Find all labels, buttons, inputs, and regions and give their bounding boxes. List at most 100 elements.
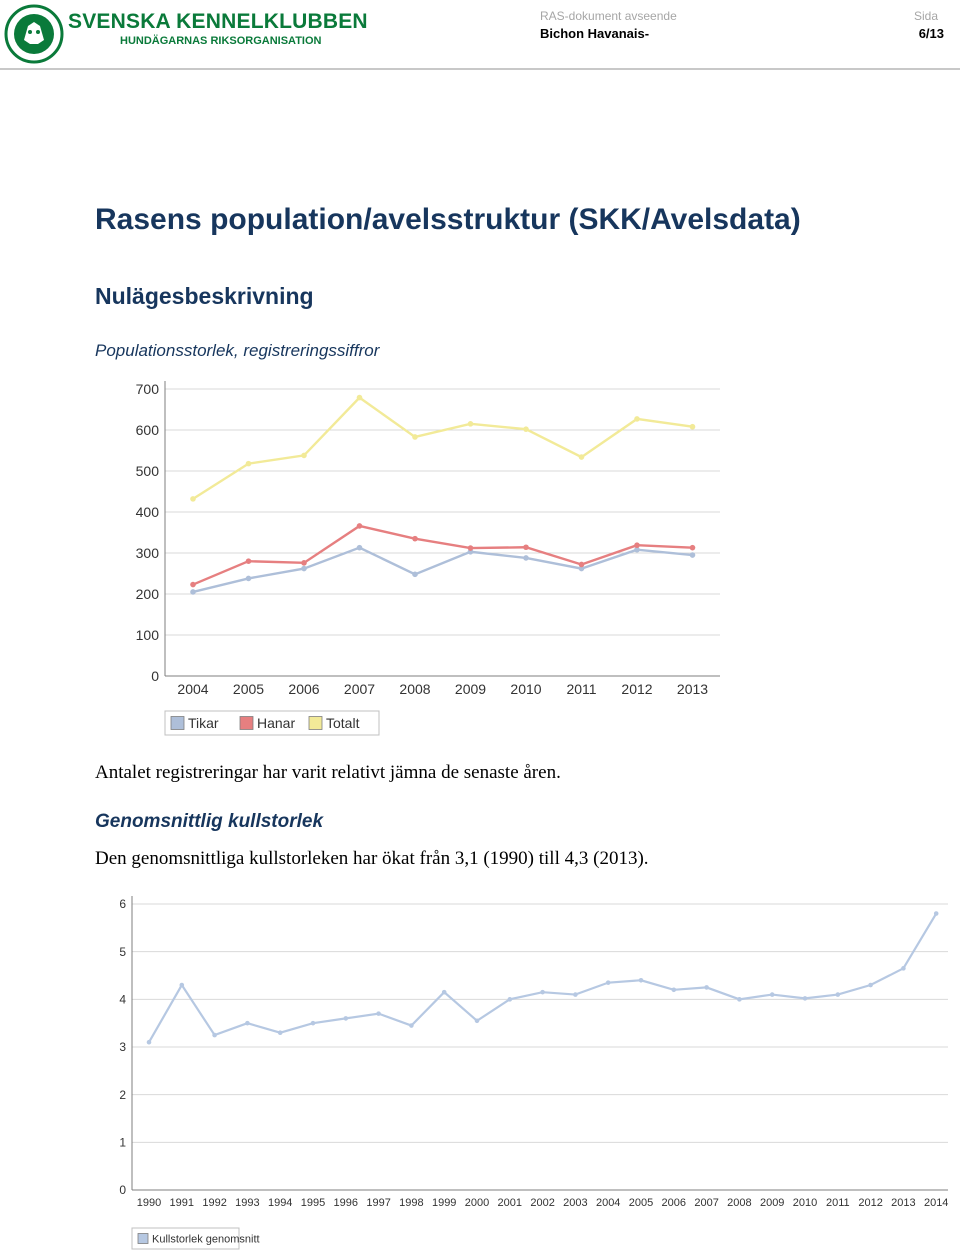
data-point (578, 561, 585, 568)
data-point (467, 545, 474, 551)
x-tick-label: 1999 (432, 1197, 456, 1209)
data-point (301, 565, 307, 572)
y-tick-label: 1 (119, 1136, 126, 1150)
data-point (737, 997, 742, 1002)
series-line-totalt (192, 396, 693, 500)
legend-label: Kullstorlek genomsnitt (152, 1233, 260, 1245)
x-tick-label: 2008 (399, 681, 430, 697)
y-tick-label: 5 (119, 945, 126, 959)
x-tick-label: 2009 (455, 681, 486, 697)
x-tick-label: 1996 (334, 1197, 358, 1209)
x-tick-label: 2011 (566, 681, 596, 697)
x-tick-label: 2008 (727, 1197, 751, 1209)
data-point (523, 544, 529, 551)
org-name: SVENSKA KENNELKLUBBEN (68, 10, 368, 33)
data-point (573, 992, 578, 997)
page-title: Rasens population/avelsstruktur (SKK/Ave… (95, 203, 801, 236)
data-point (190, 496, 196, 502)
data-point (507, 997, 513, 1002)
data-point (310, 1020, 316, 1026)
x-tick-label: 2012 (858, 1197, 882, 1209)
skk-logo (4, 4, 64, 64)
series-line-hanar (192, 524, 693, 586)
data-point (689, 544, 696, 551)
x-tick-label: 2013 (891, 1197, 915, 1209)
legend-label: Hanar (257, 715, 295, 731)
data-point (704, 985, 709, 990)
data-point (523, 426, 529, 432)
legend-box (131, 1227, 240, 1250)
x-tick-label: 2002 (530, 1197, 554, 1209)
data-point (634, 416, 640, 422)
data-point (409, 1023, 414, 1028)
x-tick-label: 2004 (596, 1197, 620, 1209)
legend-swatch (137, 1233, 149, 1244)
data-point (474, 1018, 480, 1024)
series-line-tikar (192, 546, 693, 594)
data-point (212, 1032, 217, 1038)
x-tick-label: 2006 (662, 1197, 686, 1209)
data-point (523, 555, 529, 561)
data-point (356, 544, 363, 551)
data-point (301, 452, 307, 459)
x-tick-label: 2007 (694, 1197, 718, 1209)
section-heading-population: Populationsstorlek, registreringssiffror (95, 341, 380, 360)
data-point (835, 992, 841, 997)
x-tick-label: 1995 (301, 1197, 325, 1209)
y-tick-label: 300 (136, 545, 160, 561)
x-tick-label: 2000 (465, 1197, 489, 1209)
x-tick-label: 2007 (344, 681, 375, 697)
x-tick-label: 2005 (629, 1197, 653, 1209)
data-point (638, 977, 644, 983)
y-tick-label: 6 (119, 897, 126, 911)
data-point (179, 982, 185, 988)
x-tick-label: 2010 (510, 681, 541, 697)
x-tick-label: 1990 (137, 1197, 161, 1209)
page-header: SVENSKA KENNELKLUBBEN HUNDÄGARNAS RIKSOR… (0, 0, 960, 70)
data-point (578, 565, 585, 572)
data-point (634, 542, 640, 549)
data-point (605, 980, 611, 985)
data-point (356, 394, 363, 401)
org-subtitle: HUNDÄGARNAS RIKSORGANISATION (120, 35, 322, 47)
data-point (689, 423, 696, 430)
data-point (868, 982, 873, 988)
data-point (343, 1016, 349, 1021)
data-point (467, 421, 474, 427)
data-point (277, 1030, 283, 1035)
y-tick-label: 3 (119, 1040, 126, 1054)
y-tick-label: 400 (136, 504, 160, 520)
data-point (412, 535, 418, 542)
document-type: RAS-dokument avseende (540, 9, 677, 23)
y-tick-label: 600 (136, 422, 160, 438)
x-tick-label: 2006 (288, 681, 319, 697)
legend-swatch (239, 716, 254, 730)
y-tick-label: 200 (136, 586, 160, 602)
data-point (802, 996, 808, 1001)
legend-swatch (170, 716, 185, 730)
paragraph-registrations: Antalet registreringar har varit relativ… (95, 762, 561, 783)
x-tick-label: 2004 (177, 681, 208, 697)
x-tick-label: 2013 (677, 681, 708, 697)
data-point (933, 911, 939, 916)
legend-box (164, 710, 380, 736)
section-heading-litter-size: Genomsnittlig kullstorlek (95, 811, 324, 832)
legend-swatch (308, 716, 323, 730)
x-tick-label: 1993 (235, 1197, 259, 1209)
data-point (245, 575, 252, 582)
series-line-kullstorlek-genomsnitt (148, 912, 938, 1043)
data-point (769, 992, 775, 997)
data-point (245, 558, 252, 564)
y-tick-label: 700 (136, 381, 160, 397)
x-tick-label: 2003 (563, 1197, 587, 1209)
x-tick-label: 2011 (826, 1197, 850, 1209)
data-point (540, 989, 545, 995)
x-tick-label: 2009 (760, 1197, 784, 1209)
data-point (190, 581, 196, 588)
y-tick-label: 4 (119, 993, 126, 1007)
y-tick-label: 0 (119, 1183, 126, 1197)
data-point (689, 552, 696, 558)
x-tick-label: 2010 (793, 1197, 817, 1209)
paragraph-litter-size: Den genomsnittliga kullstorleken har öka… (95, 848, 649, 869)
